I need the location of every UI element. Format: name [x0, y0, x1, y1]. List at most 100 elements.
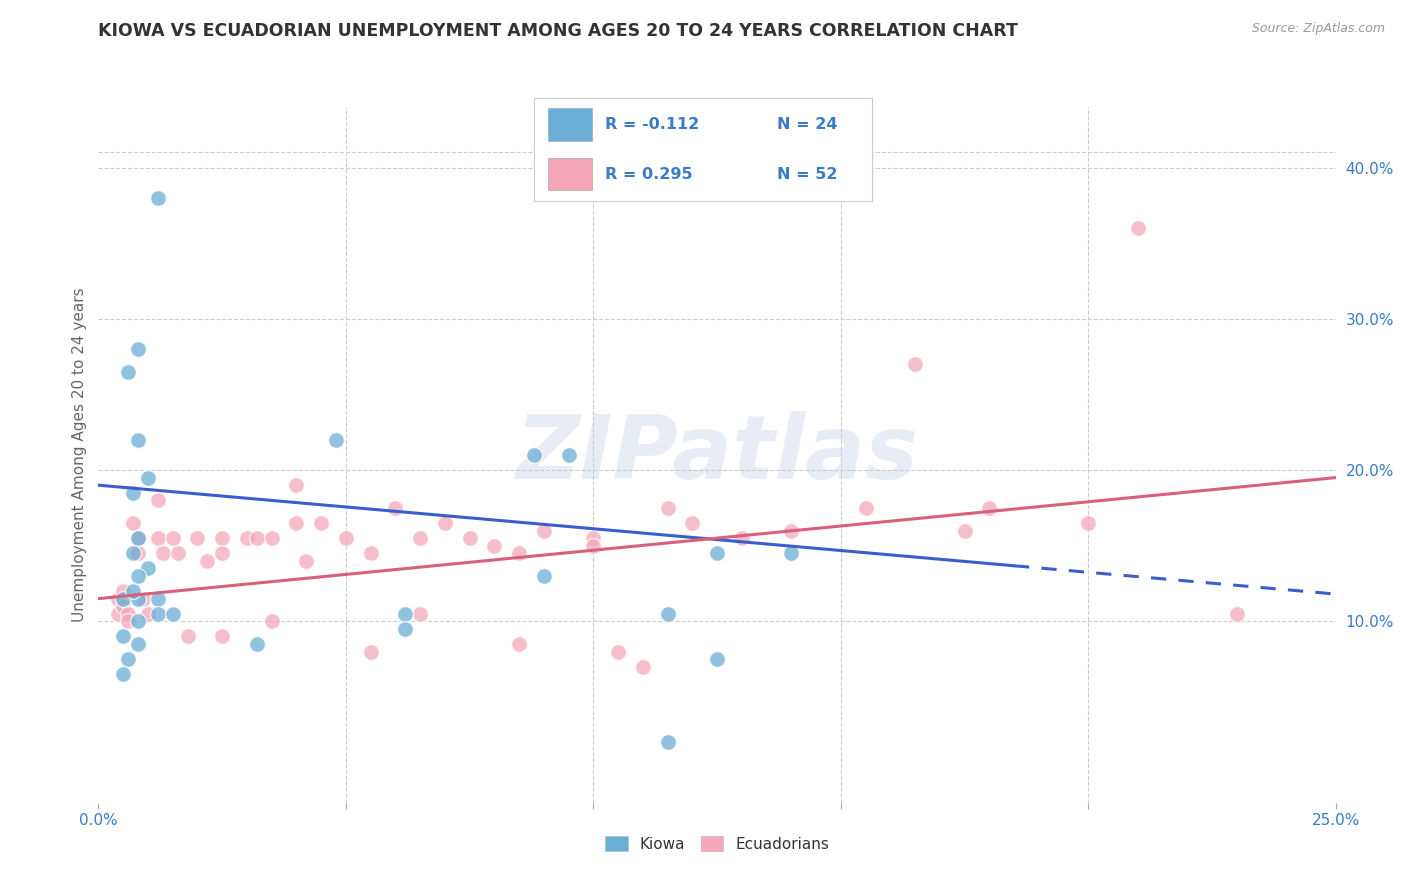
Point [112, 629, 135, 643]
Text: N = 52: N = 52 [778, 167, 838, 182]
Legend: Kiowa, Ecuadorians: Kiowa, Ecuadorians [599, 830, 835, 858]
Point [107, 607, 129, 621]
Text: KIOWA VS ECUADORIAN UNEMPLOYMENT AMONG AGES 20 TO 24 YEARS CORRELATION CHART: KIOWA VS ECUADORIAN UNEMPLOYMENT AMONG A… [98, 22, 1018, 40]
Point [904, 357, 927, 371]
Point [146, 607, 169, 621]
Point [360, 546, 382, 560]
Point [325, 433, 347, 447]
Point [117, 652, 139, 666]
Point [132, 591, 155, 606]
Point [136, 470, 159, 484]
Point [657, 500, 679, 515]
Point [112, 591, 135, 606]
Point [706, 546, 728, 560]
FancyBboxPatch shape [548, 158, 592, 190]
Point [780, 524, 803, 538]
Point [260, 531, 283, 545]
Point [122, 485, 145, 500]
Point [657, 607, 679, 621]
Point [117, 607, 139, 621]
Point [458, 531, 481, 545]
Text: Source: ZipAtlas.com: Source: ZipAtlas.com [1251, 22, 1385, 36]
Point [508, 546, 530, 560]
Text: R = 0.295: R = 0.295 [605, 167, 693, 182]
Point [394, 622, 416, 636]
Point [246, 637, 269, 651]
Text: ZIPatlas: ZIPatlas [516, 411, 918, 499]
Point [953, 524, 976, 538]
Point [246, 531, 269, 545]
Point [127, 433, 149, 447]
Point [117, 365, 139, 379]
Point [523, 448, 546, 462]
Point [484, 539, 506, 553]
Point [1226, 607, 1249, 621]
Point [508, 637, 530, 651]
Point [557, 448, 579, 462]
Point [146, 531, 169, 545]
Point [211, 629, 233, 643]
Point [112, 667, 135, 681]
Point [855, 500, 877, 515]
Point [731, 531, 754, 545]
Point [657, 735, 679, 749]
FancyBboxPatch shape [548, 109, 592, 141]
Point [285, 516, 308, 530]
Point [384, 500, 406, 515]
Point [681, 516, 703, 530]
Point [186, 531, 208, 545]
Point [260, 615, 283, 629]
Point [122, 584, 145, 599]
Point [136, 607, 159, 621]
Y-axis label: Unemployment Among Ages 20 to 24 years: Unemployment Among Ages 20 to 24 years [72, 287, 87, 623]
Point [309, 516, 332, 530]
Point [127, 637, 149, 651]
Point [176, 629, 198, 643]
Point [146, 493, 169, 508]
Point [127, 546, 149, 560]
Point [533, 569, 555, 583]
Point [127, 569, 149, 583]
Point [195, 554, 218, 568]
Point [607, 644, 630, 658]
Point [285, 478, 308, 492]
Point [152, 546, 174, 560]
Point [136, 561, 159, 575]
Point [127, 531, 149, 545]
Point [162, 607, 184, 621]
Point [146, 191, 169, 205]
Point [211, 531, 233, 545]
Point [122, 546, 145, 560]
Point [1077, 516, 1099, 530]
Point [211, 546, 233, 560]
Point [582, 531, 605, 545]
Point [127, 531, 149, 545]
Point [979, 500, 1001, 515]
Point [394, 607, 416, 621]
Point [162, 531, 184, 545]
Point [146, 591, 169, 606]
Point [122, 516, 145, 530]
Point [433, 516, 456, 530]
Point [706, 652, 728, 666]
Point [533, 524, 555, 538]
Point [166, 546, 188, 560]
Point [631, 659, 654, 673]
Point [409, 531, 432, 545]
Point [127, 591, 149, 606]
Point [295, 554, 318, 568]
Point [236, 531, 259, 545]
Point [582, 539, 605, 553]
Point [112, 599, 135, 614]
Point [112, 584, 135, 599]
Point [780, 546, 803, 560]
Point [117, 615, 139, 629]
Point [409, 607, 432, 621]
Point [335, 531, 357, 545]
Point [360, 644, 382, 658]
Point [127, 342, 149, 356]
Point [1126, 221, 1149, 235]
Text: N = 24: N = 24 [778, 117, 838, 132]
Text: R = -0.112: R = -0.112 [605, 117, 699, 132]
Point [107, 591, 129, 606]
